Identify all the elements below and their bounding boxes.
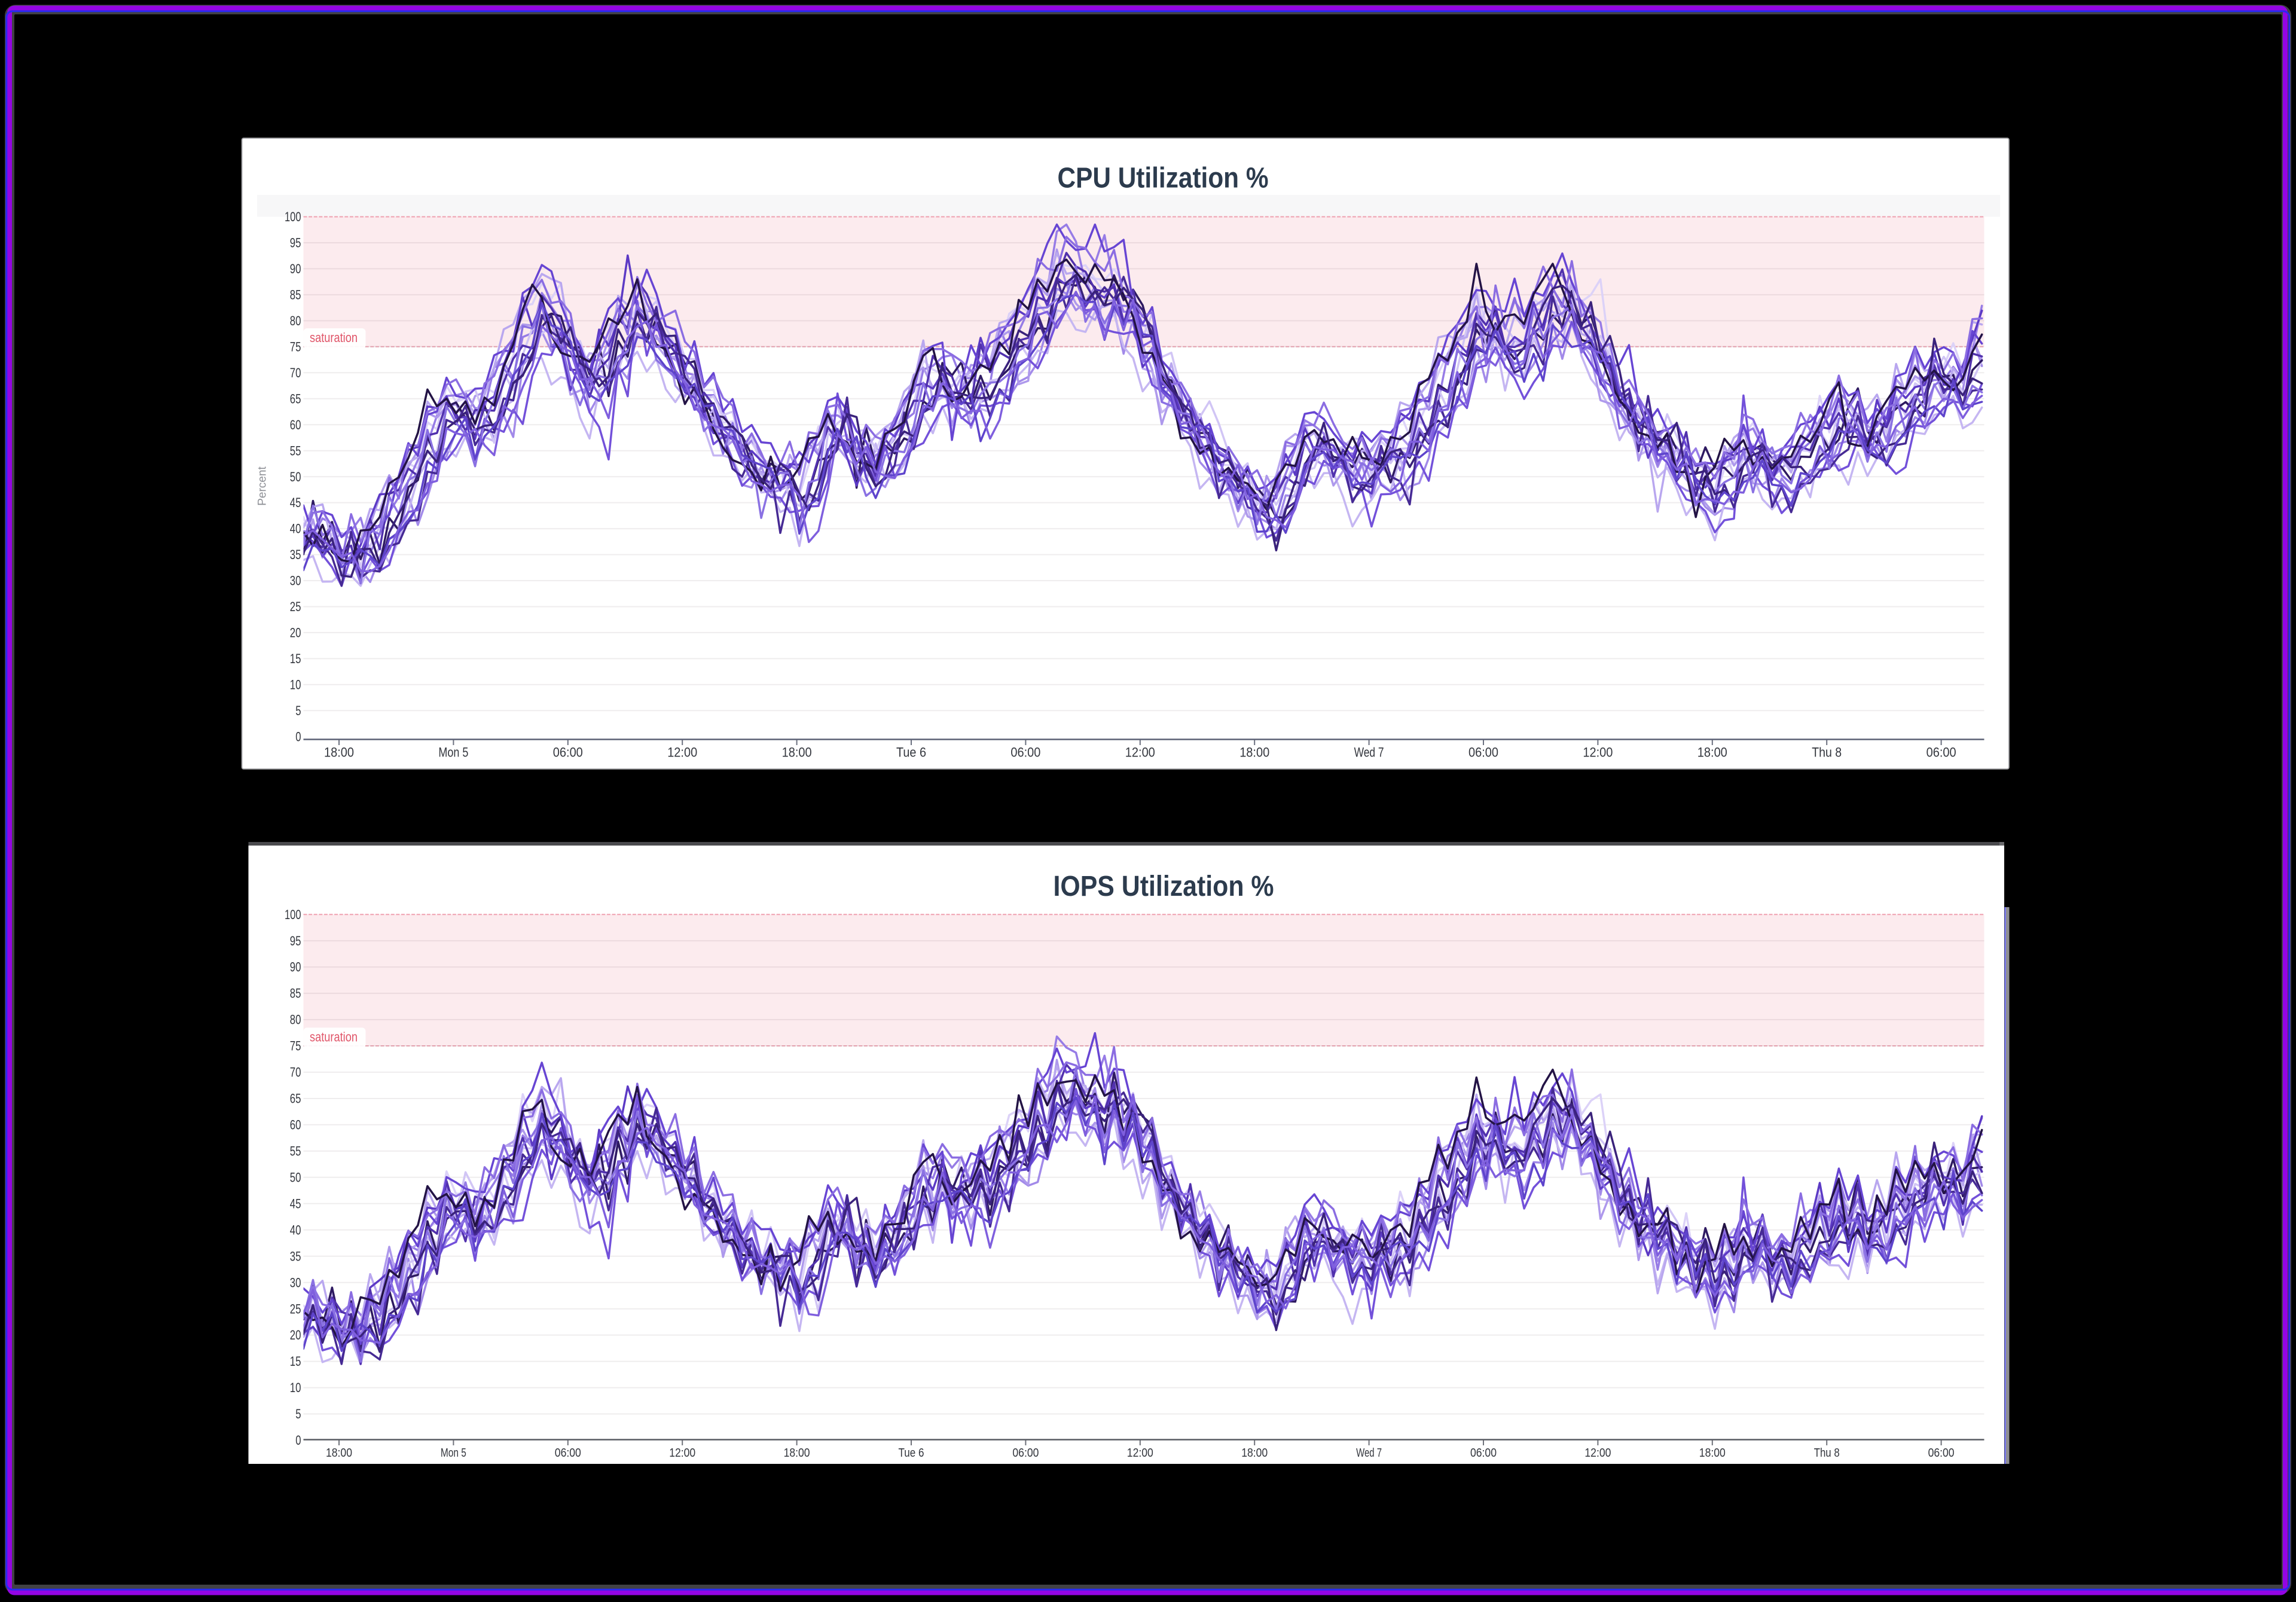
svg-text:Wed 7: Wed 7 [1354, 745, 1384, 760]
svg-text:12:00: 12:00 [669, 1447, 695, 1460]
svg-text:80: 80 [290, 1012, 301, 1027]
svg-text:30: 30 [290, 1275, 301, 1290]
svg-text:Thu 8: Thu 8 [1812, 745, 1842, 760]
svg-text:18:00: 18:00 [1239, 745, 1269, 760]
svg-text:12:00: 12:00 [667, 745, 697, 760]
svg-text:65: 65 [290, 1091, 301, 1106]
svg-text:60: 60 [290, 417, 301, 432]
svg-text:18:00: 18:00 [1241, 1447, 1268, 1460]
svg-text:12:00: 12:00 [1127, 1447, 1153, 1460]
svg-text:20: 20 [290, 1328, 301, 1342]
svg-text:55: 55 [290, 443, 301, 458]
svg-text:06:00: 06:00 [555, 1447, 581, 1460]
svg-text:10: 10 [290, 678, 301, 692]
svg-text:Tue 6: Tue 6 [899, 1447, 924, 1460]
svg-text:06:00: 06:00 [1926, 745, 1956, 760]
svg-text:Percent: Percent [257, 466, 269, 506]
svg-text:12:00: 12:00 [1584, 1447, 1611, 1460]
svg-text:18:00: 18:00 [1699, 1447, 1726, 1460]
svg-text:0: 0 [295, 729, 301, 744]
svg-text:12:00: 12:00 [1583, 745, 1613, 760]
svg-text:45: 45 [290, 495, 301, 510]
svg-text:Mon 5: Mon 5 [438, 745, 468, 760]
svg-text:90: 90 [290, 960, 301, 975]
svg-text:18:00: 18:00 [326, 1447, 352, 1460]
svg-text:Tue 6: Tue 6 [896, 745, 926, 760]
svg-text:60: 60 [290, 1118, 301, 1133]
svg-text:70: 70 [290, 365, 301, 380]
svg-text:Wed 7: Wed 7 [1356, 1447, 1382, 1460]
svg-text:50: 50 [290, 469, 301, 484]
svg-text:Mon 5: Mon 5 [441, 1447, 466, 1460]
svg-text:100: 100 [285, 907, 301, 922]
svg-text:IOPS Utilization %: IOPS Utilization % [1054, 871, 1274, 902]
svg-text:06:00: 06:00 [1468, 745, 1498, 760]
svg-text:12:00: 12:00 [1125, 745, 1155, 760]
svg-text:18:00: 18:00 [784, 1447, 810, 1460]
svg-text:saturation: saturation [310, 1030, 358, 1045]
svg-text:saturation: saturation [310, 330, 358, 345]
svg-text:80: 80 [290, 313, 301, 328]
svg-text:100: 100 [285, 209, 301, 224]
svg-text:90: 90 [290, 261, 301, 276]
svg-text:20: 20 [290, 625, 301, 640]
svg-text:18:00: 18:00 [782, 745, 812, 760]
svg-text:06:00: 06:00 [1928, 1447, 1955, 1460]
svg-text:15: 15 [290, 1354, 301, 1369]
svg-text:40: 40 [290, 1222, 301, 1237]
svg-text:15: 15 [290, 651, 301, 666]
svg-text:75: 75 [290, 339, 301, 354]
svg-text:95: 95 [290, 933, 301, 948]
svg-text:65: 65 [290, 391, 301, 406]
svg-text:06:00: 06:00 [553, 745, 583, 760]
svg-text:85: 85 [290, 986, 301, 1001]
svg-text:85: 85 [290, 288, 301, 303]
svg-text:10: 10 [290, 1380, 301, 1395]
svg-text:70: 70 [290, 1065, 301, 1080]
svg-text:5: 5 [295, 1406, 301, 1421]
svg-text:5: 5 [295, 703, 301, 718]
svg-text:30: 30 [290, 573, 301, 588]
svg-text:55: 55 [290, 1144, 301, 1159]
svg-text:40: 40 [290, 521, 301, 536]
svg-text:25: 25 [290, 599, 301, 614]
svg-text:CPU Utilization %: CPU Utilization % [1058, 163, 1269, 194]
svg-text:06:00: 06:00 [1470, 1447, 1497, 1460]
svg-text:18:00: 18:00 [1697, 745, 1727, 760]
svg-text:25: 25 [290, 1301, 301, 1316]
svg-text:06:00: 06:00 [1010, 745, 1040, 760]
svg-text:35: 35 [290, 547, 301, 562]
svg-text:50: 50 [290, 1170, 301, 1185]
svg-text:Thu 8: Thu 8 [1814, 1447, 1840, 1460]
svg-text:95: 95 [290, 236, 301, 251]
svg-text:45: 45 [290, 1196, 301, 1211]
svg-text:18:00: 18:00 [324, 745, 354, 760]
svg-text:06:00: 06:00 [1012, 1447, 1039, 1460]
svg-text:75: 75 [290, 1039, 301, 1054]
svg-text:35: 35 [290, 1249, 301, 1264]
svg-text:0: 0 [295, 1433, 301, 1448]
